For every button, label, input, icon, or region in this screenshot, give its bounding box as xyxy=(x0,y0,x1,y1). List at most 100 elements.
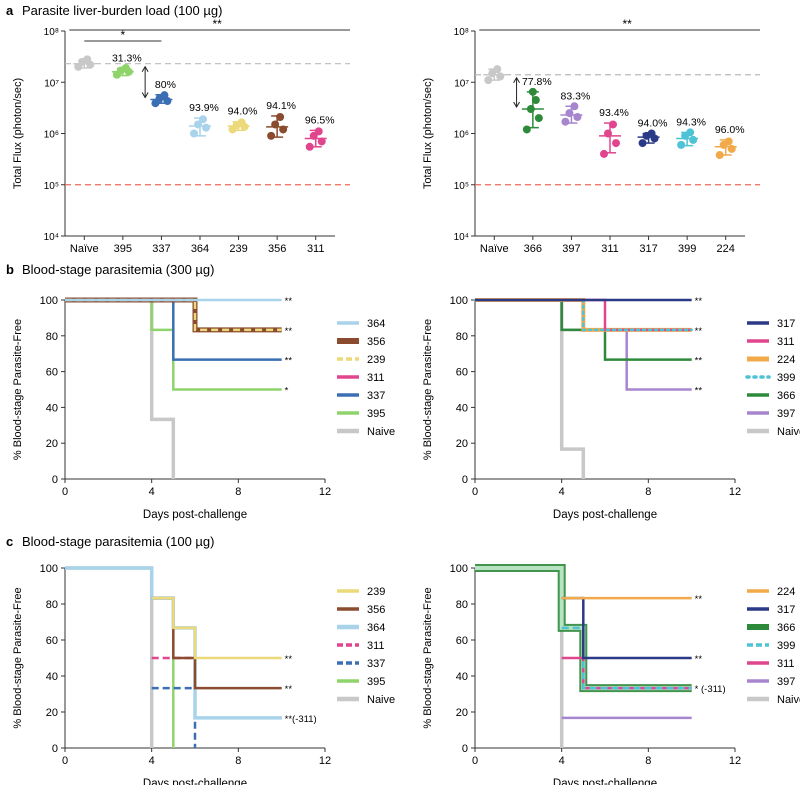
a-right-data-point xyxy=(522,125,531,134)
a-left-x-tick-label: Naïve xyxy=(70,243,99,255)
b-right-legend-label-Naive: Naive xyxy=(777,426,800,438)
c-right-legend-label-317: 317 xyxy=(777,604,795,616)
c-right-significance-mark-317: ** xyxy=(695,654,703,665)
c-left-legend-label-239: 239 xyxy=(367,586,385,598)
panel-b-letter: b xyxy=(6,262,14,277)
b-right-significance-mark-366: ** xyxy=(695,356,703,367)
a-right-data-point xyxy=(689,135,698,144)
a-left-data-point xyxy=(317,137,326,146)
a-right-x-tick-label: 317 xyxy=(639,243,657,255)
a-left-data-point xyxy=(305,142,314,151)
c-right-legend-label-399: 399 xyxy=(777,640,795,652)
c-right-significance-mark-311: * (-311) xyxy=(695,684,726,695)
b-left-significance-mark-356: ** xyxy=(285,326,293,337)
b-right-y-tick-label: 60 xyxy=(456,367,468,379)
a-right-data-point xyxy=(647,129,656,138)
b-right-x-tick-label: 12 xyxy=(729,486,741,498)
b-left-y-tick-label: 80 xyxy=(46,331,58,343)
b-right-series-Naive xyxy=(475,298,586,479)
b-right-legend-label-311: 311 xyxy=(777,336,795,348)
c-left-legend-label-364: 364 xyxy=(367,622,385,634)
b-left-legend-label-364: 364 xyxy=(367,318,385,330)
c-right-y-axis-label: % Blood-stage Parasite-Free xyxy=(422,587,434,728)
c-left-x-tick-label: 8 xyxy=(235,755,241,767)
a-right-percent-reduction-label: 77.8% xyxy=(522,76,552,88)
b-right-legend-label-399: 399 xyxy=(777,372,795,384)
a-right-percent-reduction-label: 96.0% xyxy=(715,124,745,136)
c-left-series-395 xyxy=(151,596,175,748)
a-left-x-tick-label: 356 xyxy=(268,243,286,255)
c-left-y-tick-label: 60 xyxy=(46,635,58,647)
c-right-y-tick-label: 0 xyxy=(462,743,468,755)
b-left-x-tick-label: 8 xyxy=(235,486,241,498)
b-left-legend-label-356: 356 xyxy=(367,336,385,348)
a-right-data-point xyxy=(573,112,582,121)
b-left-significance-mark-337: ** xyxy=(285,356,293,367)
b-right-x-tick-label: 0 xyxy=(472,486,478,498)
b-right-y-tick-label: 40 xyxy=(456,402,468,414)
c-right-legend-label-366: 366 xyxy=(777,622,795,634)
c-left-legend-label-337: 337 xyxy=(367,658,385,670)
a-left-data-point xyxy=(237,118,246,127)
c-left-significance-mark-239: ** xyxy=(285,654,293,665)
a-right-data-point xyxy=(600,149,608,158)
b-left-series-239 xyxy=(65,298,282,332)
c-left-series-239 xyxy=(151,596,282,660)
a-right-y-tick-label: 10⁸ xyxy=(454,27,469,38)
b-left-series-Naive xyxy=(65,298,176,479)
b-right-y-tick-label: 20 xyxy=(456,438,468,450)
a-left-data-point xyxy=(276,112,285,121)
b-right-legend-label-317: 317 xyxy=(777,318,795,330)
charts-group: Total Flux (photon/sec) 10⁴ 10⁵ 10⁶ 10⁷ 10⁸ Na… xyxy=(12,17,800,785)
b-left-significance-mark-364: ** xyxy=(285,296,293,307)
c-left-legend-label-395: 395 xyxy=(367,676,385,688)
a-right-data-point xyxy=(604,129,612,138)
c-right-legend-label-Naive: Naive xyxy=(777,694,800,706)
a-left-significance-label: ** xyxy=(212,17,222,31)
c-right-legend-label-311: 311 xyxy=(777,658,795,670)
a-left-arrow-head-up xyxy=(141,65,149,72)
a-left-x-tick-label: 364 xyxy=(191,243,209,255)
panel-b-title: Blood-stage parasitemia (300 µg) xyxy=(22,262,214,277)
c-left-x-tick-label: 4 xyxy=(149,755,155,767)
a-right-y-tick-label: 10⁴ xyxy=(454,232,469,243)
b-right-significance-mark-311: ** xyxy=(695,326,703,337)
c-left-y-tick-label: 0 xyxy=(52,743,58,755)
c-left-y-axis-label: % Blood-stage Parasite-Free xyxy=(12,587,24,728)
a-left-percent-reduction-label: 31.3% xyxy=(112,53,142,65)
b-right-legend-label-397: 397 xyxy=(777,408,795,420)
a-left-data-point xyxy=(279,125,288,134)
a-left-data-point xyxy=(190,129,198,138)
a-right-y-tick-label: 10⁵ xyxy=(454,181,469,192)
a-left-data-point xyxy=(160,91,169,100)
panel-a-title: Parasite liver-burden load (100 µg) xyxy=(22,3,222,18)
a-right-x-tick-label: 397 xyxy=(562,243,580,255)
c-left-y-tick-label: 100 xyxy=(40,563,58,575)
b-left-legend-label-Naive: Naive xyxy=(367,426,395,438)
a-left-data-point xyxy=(121,63,130,72)
c-right-x-tick-label: 4 xyxy=(559,755,565,767)
b-right-y-axis-label: % Blood-stage Parasite-Free xyxy=(422,319,434,460)
panel-c-title: Blood-stage parasitemia (100 µg) xyxy=(22,534,214,549)
a-right-data-point xyxy=(715,151,724,160)
b-left-x-tick-label: 4 xyxy=(149,486,155,498)
b-right-x-axis-label: Days post-challenge xyxy=(553,509,657,521)
c-right-y-tick-label: 40 xyxy=(456,671,468,683)
b-left-legend-label-311: 311 xyxy=(367,372,385,384)
a-left-y-tick-label: 10⁴ xyxy=(44,232,59,243)
b-left-legend-label-239: 239 xyxy=(367,354,385,366)
c-right-legend-label-397: 397 xyxy=(777,676,795,688)
c-right-x-tick-label: 12 xyxy=(729,755,741,767)
a-right-data-point xyxy=(686,128,695,137)
a-left-y-tick-label: 10⁶ xyxy=(44,130,59,141)
a-left-x-tick-label: 311 xyxy=(307,243,325,255)
a-right-x-tick-label: 399 xyxy=(678,243,696,255)
a-right-data-point xyxy=(724,137,733,146)
a-right-data-point xyxy=(484,76,493,85)
c-left-y-tick-label: 40 xyxy=(46,671,58,683)
c-left-y-tick-label: 80 xyxy=(46,599,58,611)
a-right-percent-reduction-label: 83.3% xyxy=(561,90,591,102)
a-left-y-axis-label: Total Flux (photon/sec) xyxy=(12,78,24,189)
a-left-significance-label: * xyxy=(121,28,126,42)
c-left-x-tick-label: 0 xyxy=(62,755,68,767)
